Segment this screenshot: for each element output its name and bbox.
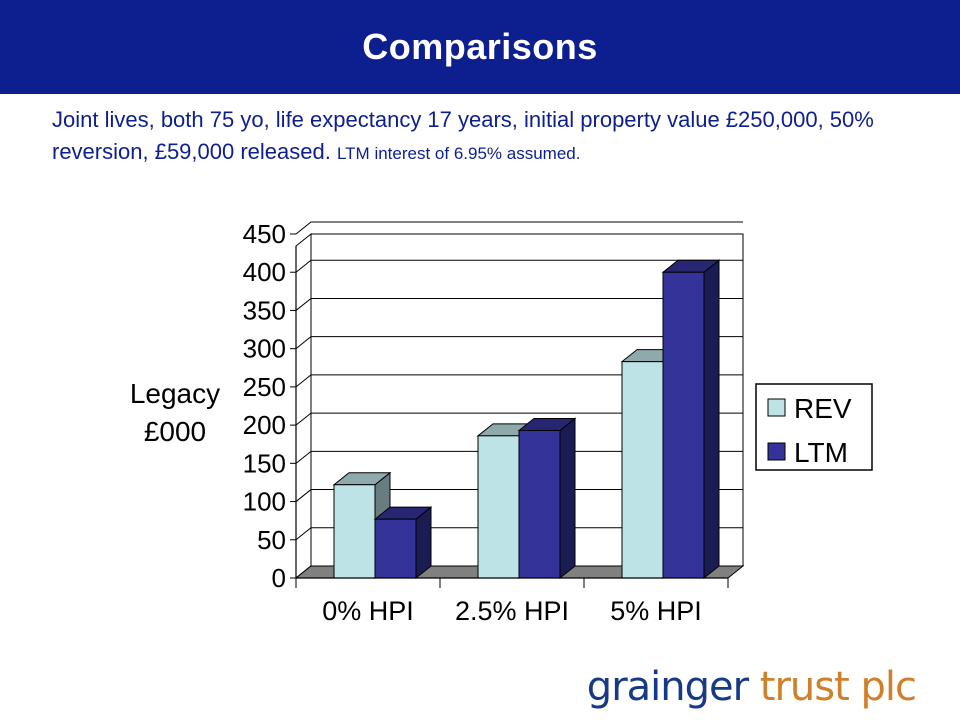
- y-axis-label: Legacy: [130, 378, 220, 409]
- gridline: [295, 489, 743, 502]
- bar-front: [477, 435, 520, 579]
- brand-name-trust-plc: trust plc: [759, 664, 917, 710]
- y-tick-label: 450: [243, 219, 286, 249]
- bar-front: [662, 271, 705, 579]
- bar-side: [559, 417, 576, 580]
- bar-side: [703, 259, 720, 580]
- subtitle: Joint lives, both 75 yo, life expectancy…: [52, 104, 932, 170]
- bar-ltm: [661, 259, 721, 580]
- bar-front: [333, 484, 376, 579]
- y-axis-label: £000: [144, 416, 206, 447]
- y-tick-label: 300: [243, 334, 286, 364]
- gridline: [295, 259, 743, 273]
- legend-swatch-rev: [767, 398, 786, 417]
- subtitle-note: LTM interest of 6.95% assumed.: [336, 144, 581, 163]
- y-tick-label: 150: [243, 448, 286, 478]
- gridline: [295, 412, 743, 426]
- y-tick-label: 100: [243, 487, 286, 517]
- bar-front: [374, 518, 417, 579]
- y-tick-label: 200: [243, 410, 286, 440]
- bar-front: [621, 361, 664, 579]
- gridline: [295, 221, 743, 235]
- subtitle-main: Joint lives, both 75 yo, life expectancy…: [52, 107, 874, 164]
- y-tick-label: 50: [257, 525, 286, 555]
- y-tick-label: 250: [243, 372, 286, 402]
- gridline: [295, 336, 743, 350]
- x-tick-label: 0% HPI: [322, 596, 414, 626]
- y-tick-label: 400: [243, 257, 286, 287]
- legend-swatch-ltm: [767, 442, 786, 461]
- legend-label-ltm: LTM: [794, 437, 848, 468]
- legend-label-rev: REV: [794, 393, 852, 424]
- page-title: Comparisons: [362, 26, 598, 67]
- brand-name-grainger: grainger: [586, 664, 749, 710]
- title-bar: Comparisons: [0, 0, 960, 94]
- x-tick-label: 5% HPI: [610, 596, 702, 626]
- bar-front: [518, 429, 561, 579]
- gridline: [295, 374, 743, 388]
- gridline: [295, 527, 743, 541]
- plot-side-wall: [295, 232, 312, 580]
- brand-logo: grainger trust plc: [586, 664, 917, 710]
- gridline: [295, 450, 743, 464]
- bar-ltm: [517, 417, 577, 580]
- y-tick-label: 350: [243, 295, 286, 325]
- bar-ltm: [373, 506, 433, 580]
- x-tick-label: 2.5% HPI: [455, 596, 569, 626]
- y-tick-label: 0: [272, 563, 286, 593]
- gridline: [295, 297, 743, 311]
